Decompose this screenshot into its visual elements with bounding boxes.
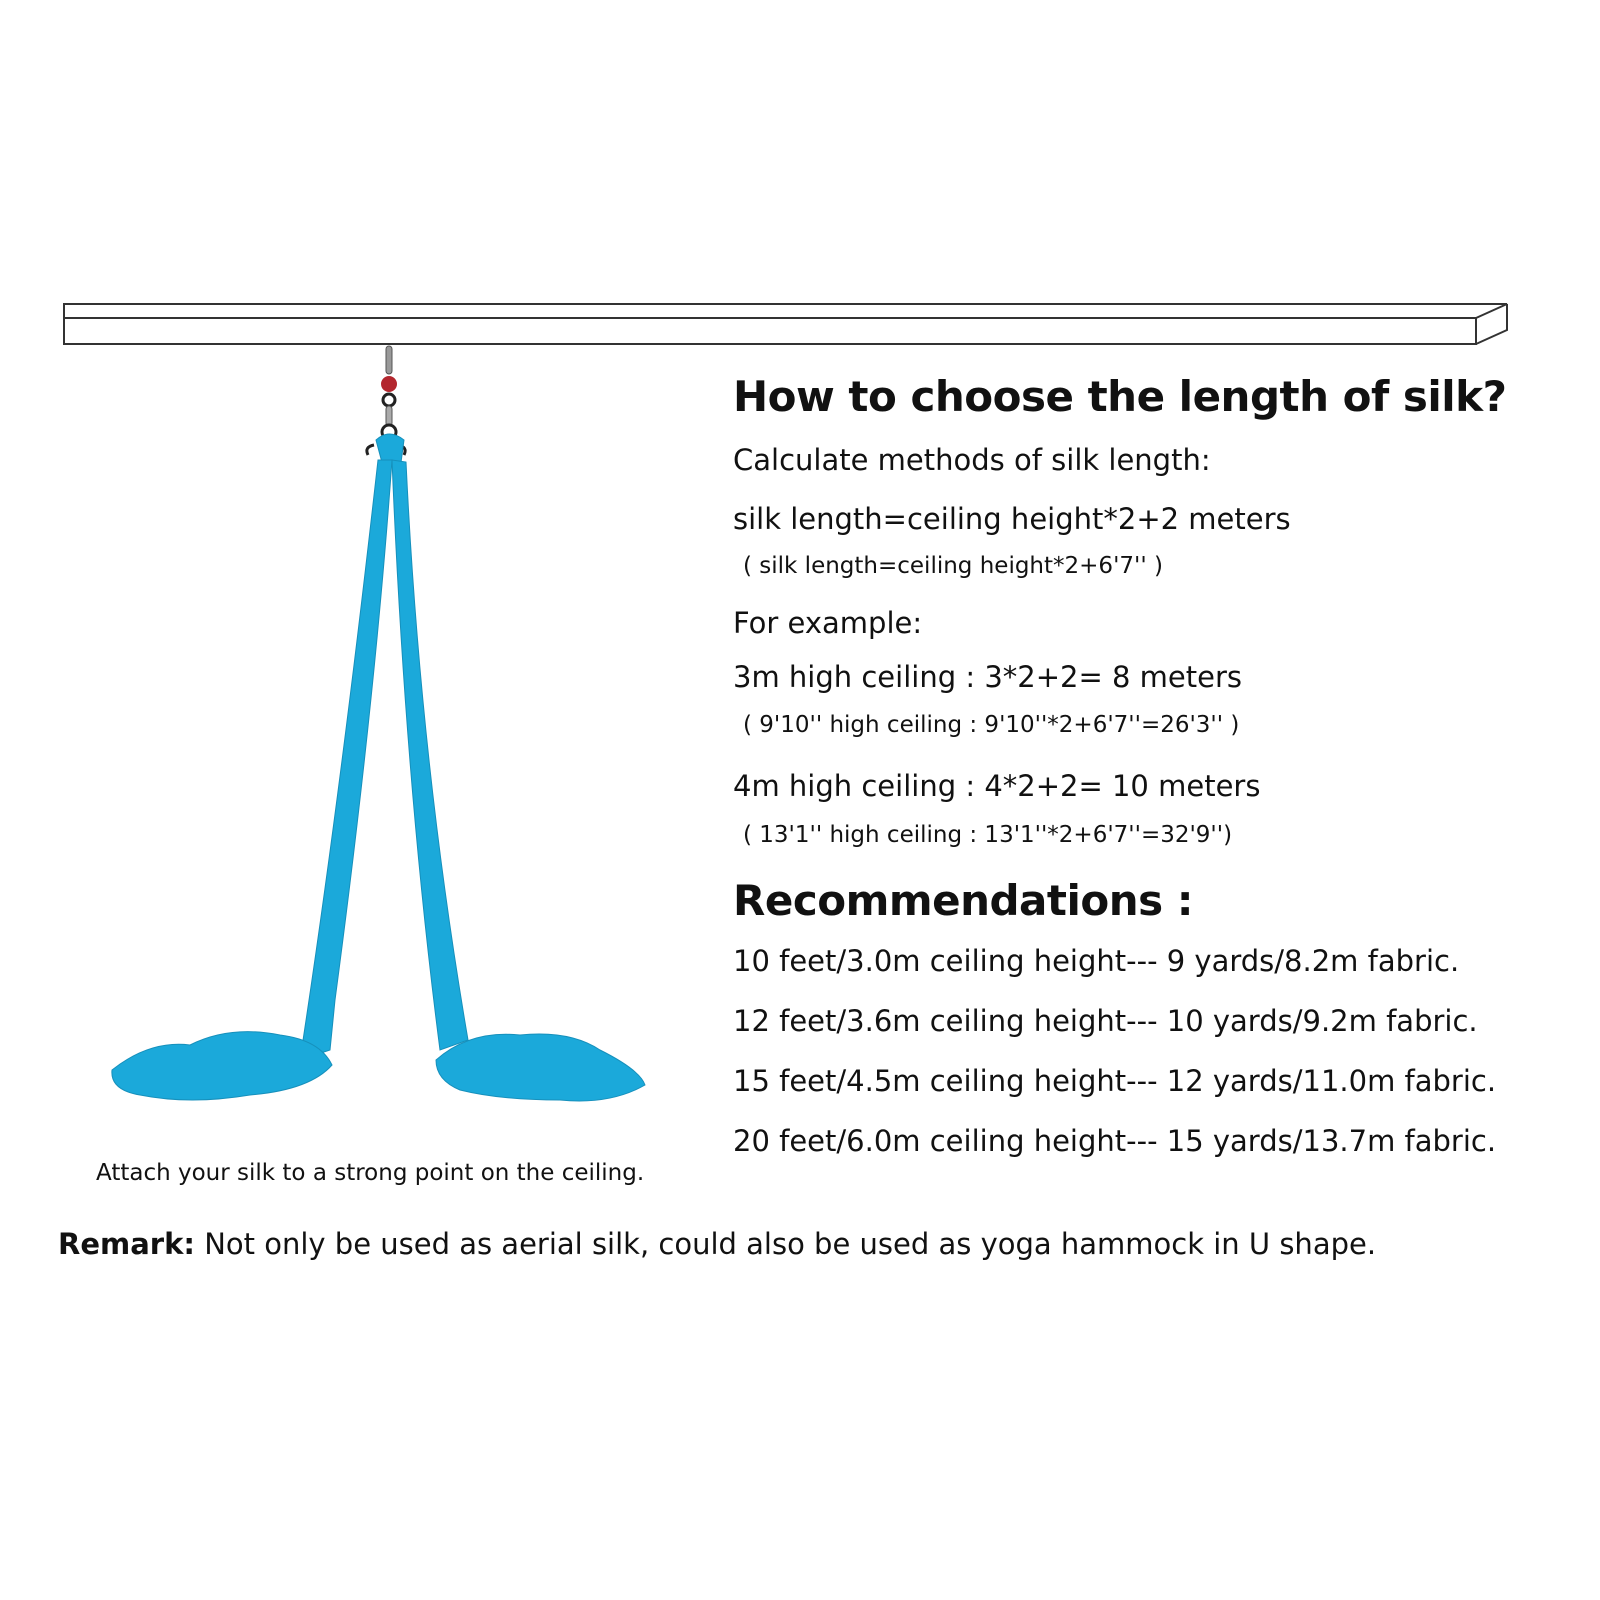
- remark: Remark: Not only be used as aerial silk,…: [58, 1227, 1376, 1261]
- example-imperial: ( 9'10'' high ceiling : 9'10''*2+6'7''=2…: [743, 712, 1240, 738]
- illustration-caption: Attach your silk to a strong point on th…: [96, 1160, 645, 1186]
- remark-text: Not only be used as aerial silk, could a…: [194, 1227, 1377, 1261]
- silk-fabric: [111, 433, 646, 1102]
- recommendation-item: 10 feet/3.0m ceiling height--- 9 yards/8…: [733, 944, 1460, 978]
- recommendation-item: 12 feet/3.6m ceiling height--- 10 yards/…: [733, 1004, 1478, 1038]
- recommendations-heading: Recommendations :: [733, 876, 1194, 925]
- formula-imperial: ( silk length=ceiling height*2+6'7'' ): [743, 553, 1163, 579]
- remark-label: Remark:: [58, 1227, 195, 1261]
- calc-heading: Calculate methods of silk length:: [733, 443, 1211, 477]
- ceiling-beam: [63, 303, 1508, 345]
- example-heading: For example:: [733, 606, 923, 640]
- example-metric: 3m high ceiling : 3*2+2= 8 meters: [733, 660, 1242, 694]
- example-imperial: ( 13'1'' high ceiling : 13'1''*2+6'7''=3…: [743, 822, 1233, 848]
- formula-metric: silk length=ceiling height*2+2 meters: [733, 502, 1291, 536]
- recommendation-item: 20 feet/6.0m ceiling height--- 15 yards/…: [733, 1124, 1497, 1158]
- example-metric: 4m high ceiling : 4*2+2= 10 meters: [733, 769, 1261, 803]
- recommendation-item: 15 feet/4.5m ceiling height--- 12 yards/…: [733, 1064, 1497, 1098]
- page-title: How to choose the length of silk?: [733, 372, 1507, 421]
